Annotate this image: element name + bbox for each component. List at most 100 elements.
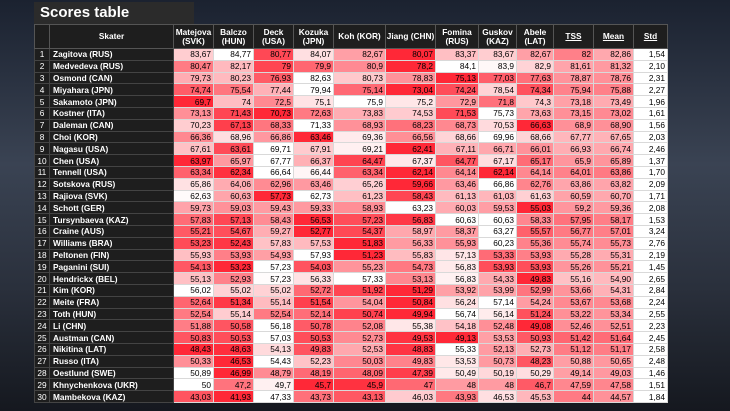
- score-cell: 56,33: [385, 236, 436, 250]
- score-cell: 79,94: [293, 83, 334, 97]
- mean-cell: 54,90: [593, 272, 634, 285]
- table-row: 3 Osmond (CAN) 79,73 80,23 76,93 82,63 80,73 78…: [34, 71, 668, 85]
- score-cell: 62,14: [385, 165, 436, 179]
- score-cell: 55,83: [385, 248, 436, 262]
- rank-cell: 22: [34, 295, 50, 309]
- score-cell: 56,18: [253, 319, 294, 333]
- table-row: 28 Oestlund (SWE) 50,89 46,99 48,79 48,19 48,0…: [34, 366, 668, 380]
- tss-cell: 82: [553, 48, 594, 61]
- score-cell: 48: [435, 378, 479, 392]
- score-cell: 70,73: [253, 106, 294, 120]
- score-cell: 68,73: [435, 118, 479, 132]
- skater-name-cell: Daleman (CAN): [49, 118, 174, 132]
- score-cell: 51,34: [213, 295, 254, 309]
- table-row: 1 Zagitova (RUS) 83,67 84,77 80,77 84,07 82,67…: [34, 48, 668, 61]
- scores-table: Skater Matejova (SVK) Balczo (HUN) Deck (US…: [34, 24, 668, 403]
- table-row: 8 Choi (KOR) 66,36 68,96 66,86 63,46 69,36 66,5…: [34, 130, 668, 144]
- score-cell: 84,1: [435, 59, 479, 73]
- score-cell: 49,94: [385, 307, 436, 321]
- tss-cell: 67,77: [553, 130, 594, 144]
- score-cell: 75,54: [213, 83, 254, 97]
- tss-cell: 81,61: [553, 59, 594, 73]
- score-cell: 54,04: [333, 295, 386, 309]
- score-cell: 45,9: [333, 378, 386, 392]
- score-cell: 48,83: [385, 342, 436, 356]
- score-cell: 68,93: [333, 118, 386, 132]
- score-cell: 55,21: [173, 224, 214, 238]
- score-cell: 50,74: [333, 307, 386, 321]
- skater-name-cell: Zagitova (RUS): [49, 48, 174, 61]
- score-cell: 57,23: [253, 260, 294, 274]
- score-cell: 51,24: [516, 307, 554, 321]
- mean-cell: 73,02: [593, 106, 634, 120]
- table-row: 14 Schott (GER) 59,73 59,03 59,43 59,33 58,93 6…: [34, 201, 668, 215]
- score-cell: 45,7: [293, 378, 334, 392]
- mean-cell: 47,58: [593, 378, 634, 392]
- mean-cell: 59,36: [593, 201, 634, 215]
- score-cell: 57,53: [293, 236, 334, 250]
- score-cell: 57,13: [435, 248, 479, 262]
- score-cell: 82,9: [516, 59, 554, 73]
- score-cell: 56,02: [173, 283, 214, 297]
- score-cell: 56,53: [293, 213, 334, 226]
- skater-name-cell: Kostner (ITA): [49, 106, 174, 120]
- std-cell: 2,55: [633, 307, 668, 321]
- skater-name-cell: Sotskova (RUS): [49, 177, 174, 191]
- rank-header: [34, 24, 50, 49]
- tss-header[interactable]: TSS: [553, 24, 594, 49]
- score-cell: 62,41: [385, 142, 436, 156]
- tss-cell: 56,77: [553, 224, 594, 238]
- score-cell: 80,47: [173, 59, 214, 73]
- table-row: 22 Meite (FRA) 52,64 51,34 55,14 51,54 54,04 50…: [34, 295, 668, 309]
- mean-header[interactable]: Mean: [593, 24, 634, 49]
- mean-cell: 63,86: [593, 165, 634, 179]
- score-cell: 46,03: [385, 390, 436, 403]
- score-cell: 54,03: [293, 260, 334, 274]
- score-cell: 62,76: [516, 177, 554, 191]
- score-cell: 55,93: [435, 236, 479, 250]
- tss-cell: 59,2: [553, 201, 594, 215]
- score-cell: 55,14: [253, 295, 294, 309]
- score-cell: 71,33: [293, 118, 334, 132]
- score-cell: 46,7: [516, 378, 554, 392]
- score-cell: 58,93: [333, 201, 386, 215]
- score-cell: 51,29: [385, 283, 436, 297]
- table-row: 30 Mambekova (KAZ) 43,03 41,93 47,33 43,73 43,…: [34, 390, 668, 403]
- mean-cell: 55,73: [593, 236, 634, 250]
- tss-cell: 75,94: [553, 83, 594, 97]
- score-cell: 76,93: [253, 71, 294, 85]
- score-cell: 58,43: [385, 189, 436, 203]
- score-cell: 63,97: [173, 154, 214, 167]
- score-cell: 58,97: [385, 224, 436, 238]
- table-row: 27 Russo (ITA) 50,33 46,53 54,43 52,23 50,03 49…: [34, 354, 668, 368]
- score-cell: 57,23: [253, 272, 294, 285]
- table-row: 20 Hendrickx (BEL) 55,13 52,93 57,23 56,33 57,…: [34, 272, 668, 285]
- std-cell: 2,84: [633, 283, 668, 297]
- score-cell: 77,44: [253, 83, 294, 97]
- score-cell: 69,7: [173, 95, 214, 108]
- score-cell: 68,66: [516, 130, 554, 144]
- tss-cell: 73,18: [553, 95, 594, 108]
- skater-name-cell: Kim (KOR): [49, 283, 174, 297]
- mean-cell: 81,32: [593, 59, 634, 73]
- score-cell: 80,07: [385, 48, 436, 61]
- rank-cell: 15: [34, 213, 50, 226]
- score-cell: 62,14: [478, 165, 517, 179]
- score-cell: 62,96: [253, 177, 294, 191]
- std-header[interactable]: Std: [633, 24, 668, 49]
- score-cell: 65,26: [333, 177, 386, 191]
- score-cell: 52,13: [478, 342, 517, 356]
- skater-name-cell: Austman (CAN): [49, 331, 174, 344]
- score-cell: 49,53: [385, 331, 436, 344]
- rank-cell: 7: [34, 118, 50, 132]
- score-cell: 66,86: [478, 177, 517, 191]
- tss-cell: 63,86: [553, 177, 594, 191]
- score-cell: 50,78: [293, 319, 334, 333]
- tss-cell: 44: [553, 390, 594, 403]
- score-cell: 50,89: [173, 366, 214, 380]
- std-cell: 2,65: [633, 272, 668, 285]
- mean-cell: 73,49: [593, 95, 634, 108]
- score-cell: 79,73: [173, 71, 214, 85]
- score-cell: 72,9: [435, 95, 479, 108]
- score-cell: 55,36: [516, 236, 554, 250]
